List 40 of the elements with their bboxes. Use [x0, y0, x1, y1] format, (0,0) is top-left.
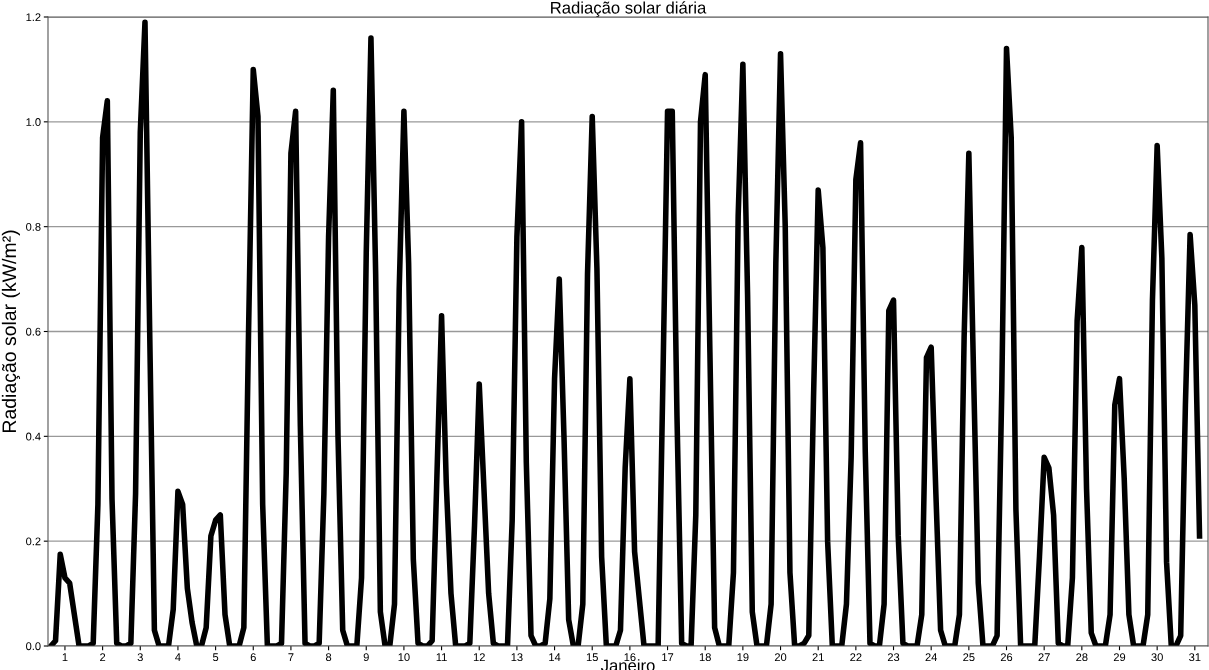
- x-tick-label: 15: [586, 653, 598, 662]
- x-tick-label: 12: [473, 653, 485, 661]
- y-tick-label: 0.4: [26, 432, 41, 441]
- x-tick-label: 29: [1113, 653, 1126, 662]
- x-tick-label: 30: [1151, 653, 1163, 662]
- x-tick-label: 19: [737, 653, 749, 662]
- x-tick-label: 3: [137, 653, 143, 662]
- y-axis-title: Radiação solar (kW/m²): [1, 230, 21, 432]
- y-tick-label: 1.2: [26, 13, 41, 22]
- x-tick-label: 20: [774, 653, 787, 662]
- x-tick-label: 26: [1000, 653, 1013, 662]
- x-tick-label: 6: [250, 653, 256, 662]
- x-tick-label: 8: [325, 653, 332, 662]
- x-tick-label: 9: [363, 653, 369, 662]
- x-tick-label: 16: [624, 653, 636, 662]
- x-tick-label: 17: [662, 653, 674, 661]
- x-tick-label: 10: [398, 653, 410, 662]
- x-tick-label: 24: [925, 653, 938, 661]
- x-tick-label: 7: [288, 653, 294, 661]
- y-tick-label: 0.0: [26, 642, 41, 651]
- x-tick-label: 2: [100, 653, 106, 661]
- x-tick-label: 4: [175, 653, 181, 661]
- x-tick-label: 13: [511, 653, 523, 662]
- chart-title: Radiação solar diária: [551, 1, 707, 17]
- x-tick-label: 5: [212, 653, 219, 662]
- y-tick-label: 0.6: [26, 327, 41, 336]
- x-tick-label: 23: [887, 653, 900, 662]
- x-tick-label: 18: [699, 653, 711, 662]
- x-tick-label: 22: [850, 653, 862, 661]
- x-tick-label: 14: [549, 653, 561, 661]
- x-tick-label: 31: [1189, 653, 1201, 662]
- x-tick-label: 1: [62, 653, 68, 661]
- y-tick-label: 0.2: [26, 537, 41, 546]
- x-tick-label: 25: [963, 653, 975, 662]
- x-tick-label: 11: [436, 653, 447, 661]
- x-tick-label: 27: [1038, 653, 1050, 661]
- x-tick-label: 28: [1076, 653, 1088, 662]
- y-tick-label: 1.0: [26, 118, 41, 126]
- x-tick-label: 21: [812, 653, 824, 661]
- y-tick-label: 0.8: [26, 222, 41, 231]
